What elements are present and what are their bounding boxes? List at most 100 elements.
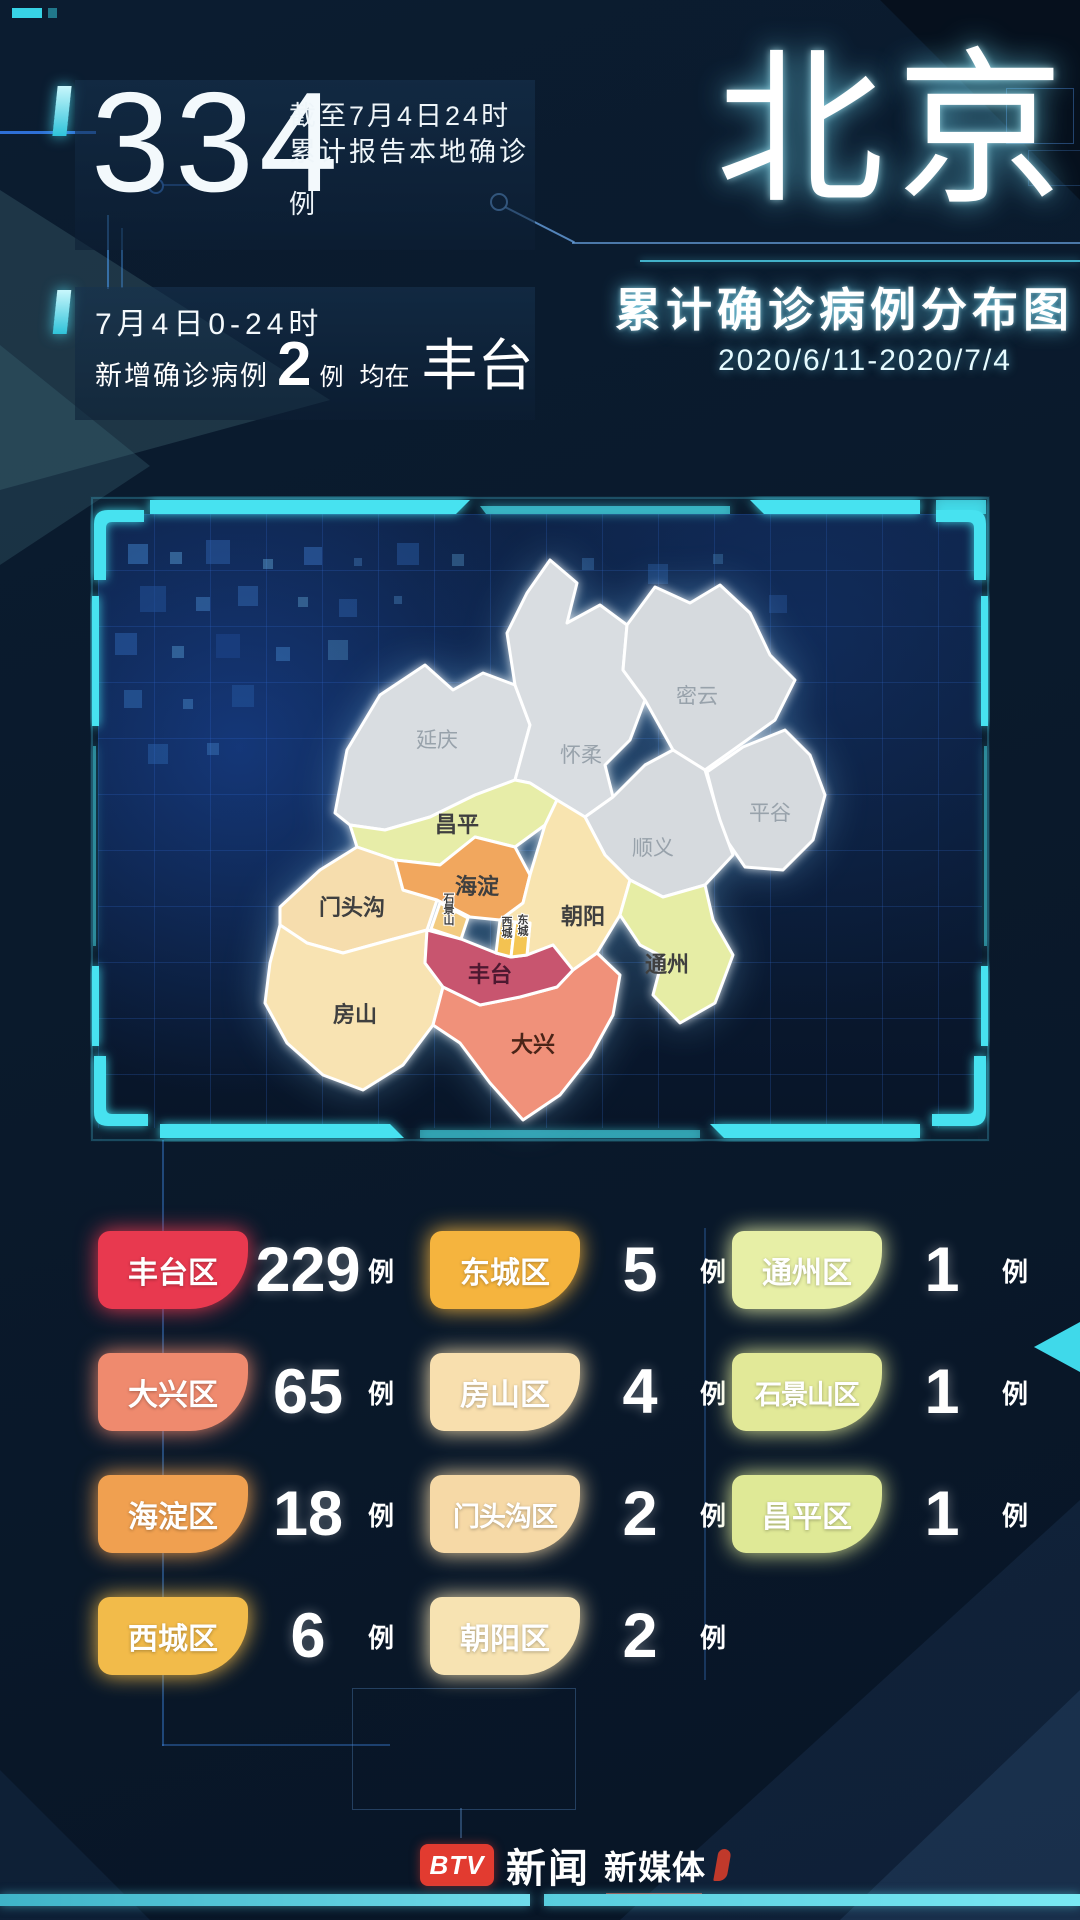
label-fengtai: 丰台 — [468, 962, 512, 987]
label-mentougou: 门头沟 — [319, 895, 385, 920]
circuit-line — [121, 228, 123, 288]
case-unit: 例 — [700, 1622, 727, 1653]
stat-row-shijingshan: 石景山区 1 例 — [732, 1350, 1038, 1434]
new-cases-line: 新增确诊病例 2 例 均在 丰台 — [95, 330, 534, 399]
case-count: 65 — [272, 1357, 344, 1427]
label-chaoyang: 朝阳 — [561, 904, 605, 929]
district-badge-label: 通州区 — [762, 1257, 852, 1290]
district-badge: 通州区 — [732, 1231, 882, 1309]
stat-row-haidian: 海淀区 18 例 — [98, 1472, 430, 1556]
district-badge: 东城区 — [430, 1231, 580, 1309]
label-fangshan: 房山 — [333, 1002, 377, 1027]
stat-row-daxing: 大兴区 65 例 — [98, 1350, 430, 1434]
bottom-bar-right — [544, 1894, 1080, 1906]
new-cases-panel: 7月4日0-24时 新增确诊病例 2 例 均在 丰台 — [75, 287, 535, 420]
stat-row-changping: 昌平区 1 例 — [732, 1472, 1038, 1556]
circuit-line — [162, 1744, 390, 1746]
case-count: 2 — [622, 1601, 658, 1671]
beijing-district-map: 延庆 怀柔 密云 平谷 顺义 昌平 门头沟 海淀 石景山 西城 东城 朝阳 通州… — [263, 558, 827, 1122]
district-badge-label: 大兴区 — [128, 1379, 218, 1412]
map-frame — [91, 497, 989, 1141]
label-shunyi: 顺义 — [632, 837, 674, 860]
district-badge-label: 西城区 — [128, 1623, 218, 1656]
stat-row-tongzhou: 通州区 1 例 — [732, 1228, 1038, 1312]
district-badge: 大兴区 — [98, 1353, 248, 1431]
new-cases-district: 丰台 — [421, 334, 534, 397]
district-badge: 海淀区 — [98, 1475, 248, 1553]
case-unit: 例 — [368, 1256, 395, 1287]
district-badge-label: 朝阳区 — [460, 1623, 550, 1656]
bottom-bar-left — [0, 1894, 530, 1906]
new-cases-prefix: 新增确诊病例 — [95, 361, 269, 391]
total-unit: 例 — [289, 188, 318, 219]
district-stats-grid: 丰台区 229 例 东城区 5 例 通州区 1 例 大兴区 65 例 房山区 4… — [98, 1228, 1038, 1716]
decor-rect — [1006, 88, 1074, 144]
label-daxing: 大兴 — [511, 1032, 555, 1057]
stat-row-dongcheng: 东城区 5 例 — [430, 1228, 732, 1312]
footer-logo: BTV 新闻 新媒体 — [420, 1836, 732, 1897]
district-badge: 朝阳区 — [430, 1597, 580, 1675]
case-unit: 例 — [700, 1378, 727, 1409]
case-count: 18 — [272, 1479, 344, 1549]
corner-mark — [48, 8, 57, 18]
triangle-accent — [1034, 1322, 1080, 1372]
circuit-line — [572, 242, 1080, 244]
circuit-line — [107, 215, 109, 289]
district-badge-label: 昌平区 — [762, 1501, 852, 1534]
page-title: 累计确诊病例分布图 — [615, 284, 1074, 336]
new-cases-unit: 例 — [319, 364, 344, 391]
district-huairou — [505, 558, 647, 819]
new-cases-conjunction: 均在 — [359, 363, 410, 391]
district-tongzhou — [618, 878, 735, 1025]
stat-row-xicheng: 西城区 6 例 — [98, 1594, 430, 1678]
case-count: 1 — [924, 1357, 960, 1427]
district-dongcheng — [509, 920, 532, 959]
district-badge-label: 门头沟区 — [453, 1501, 558, 1532]
district-badge-label: 海淀区 — [128, 1501, 218, 1534]
case-unit: 例 — [700, 1256, 727, 1287]
label-xicheng: 西城 — [500, 916, 513, 939]
label-changping: 昌平 — [435, 812, 479, 837]
decor-rect — [352, 1688, 576, 1810]
circuit-line — [0, 131, 96, 134]
total-note-line1: 截至7月4日24时 — [289, 101, 512, 131]
case-count: 4 — [622, 1357, 658, 1427]
district-badge: 房山区 — [430, 1353, 580, 1431]
case-unit: 例 — [1002, 1256, 1029, 1287]
district-miyun — [621, 583, 797, 772]
label-dongcheng: 东城 — [516, 913, 529, 937]
district-badge: 石景山区 — [732, 1353, 882, 1431]
district-labels: 延庆 怀柔 密云 平谷 顺义 昌平 门头沟 海淀 石景山 西城 东城 朝阳 通州… — [319, 685, 791, 1057]
circuit-line — [704, 1228, 706, 1680]
circuit-line — [460, 1808, 462, 1838]
district-shijingshan — [429, 901, 470, 941]
total-cases-note: 截至7月4日24时 累计报告本地确诊 例 — [289, 98, 529, 222]
case-unit: 例 — [368, 1378, 395, 1409]
case-unit: 例 — [1002, 1378, 1029, 1409]
circuit-line — [640, 260, 1080, 262]
district-badge: 昌平区 — [732, 1475, 882, 1553]
accent-tick-icon — [52, 86, 72, 136]
district-badge-label: 石景山区 — [755, 1379, 860, 1410]
decor-rect — [1028, 150, 1080, 186]
label-haidian: 海淀 — [455, 874, 500, 899]
total-cases-panel: 334 截至7月4日24时 累计报告本地确诊 例 — [75, 72, 535, 250]
case-unit: 例 — [1002, 1500, 1029, 1531]
logo-news-text: 新闻 — [506, 1847, 590, 1891]
case-count: 1 — [924, 1479, 960, 1549]
label-shijingshan: 石景山 — [442, 892, 456, 926]
new-cases-period: 7月4日0-24时 — [95, 308, 324, 341]
case-count: 229 — [255, 1235, 361, 1305]
district-badge-label: 房山区 — [460, 1379, 550, 1412]
case-count: 5 — [622, 1235, 658, 1305]
district-badge: 门头沟区 — [430, 1475, 580, 1553]
label-huairou: 怀柔 — [560, 744, 602, 767]
date-range: 2020/6/11-2020/7/4 — [717, 344, 1012, 377]
label-miyun: 密云 — [676, 685, 718, 708]
case-count: 1 — [924, 1235, 960, 1305]
stat-row-mentougou: 门头沟区 2 例 — [430, 1472, 732, 1556]
new-cases-value: 2 — [277, 330, 312, 399]
case-unit: 例 — [700, 1500, 727, 1531]
district-shapes — [263, 558, 827, 1122]
